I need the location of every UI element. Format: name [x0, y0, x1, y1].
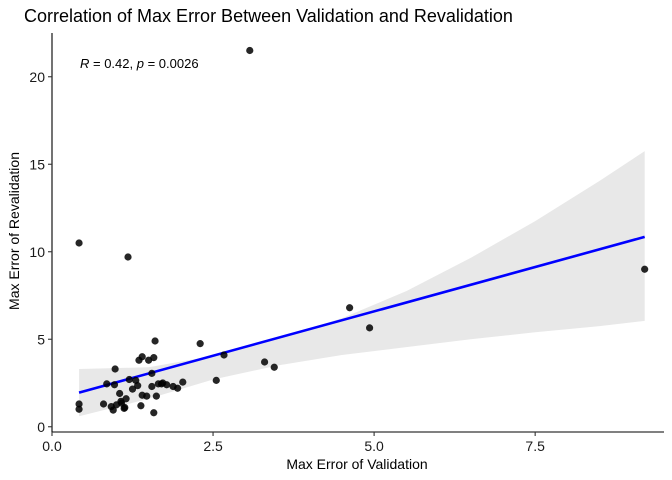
- axes-layer: 0.0 2.5 5.0 7.5 0 5 10 15 20: [29, 33, 664, 454]
- data-point: [110, 381, 119, 389]
- data-point: [212, 376, 220, 384]
- chart-title: Correlation of Max Error Between Validat…: [24, 6, 513, 26]
- data-point: [75, 400, 83, 408]
- data-point: [137, 402, 145, 410]
- data-point: [179, 378, 187, 386]
- data-point: [260, 358, 269, 366]
- data-point: [75, 405, 83, 413]
- data-point: [148, 382, 156, 391]
- data-point: [124, 253, 132, 261]
- x-tick-label: 0.0: [42, 438, 62, 454]
- data-point: [157, 380, 166, 388]
- y-tick-label: 10: [29, 244, 45, 260]
- y-axis-label: Max Error of Revalidation: [6, 152, 22, 310]
- data-point: [246, 46, 254, 55]
- data-point: [99, 400, 108, 408]
- data-point: [134, 382, 142, 390]
- data-point: [174, 384, 182, 392]
- regression-line: [78, 235, 646, 394]
- data-point: [365, 324, 374, 332]
- confidence-band-layer: [79, 151, 645, 417]
- data-point: [120, 404, 128, 412]
- annotation-p-text: = 0.0026: [144, 56, 199, 71]
- x-tick-label: 7.5: [525, 438, 545, 454]
- data-point: [111, 365, 119, 373]
- data-point: [151, 337, 159, 345]
- data-point: [150, 354, 158, 362]
- data-point: [220, 351, 228, 359]
- data-point: [346, 304, 354, 312]
- data-point: [122, 395, 130, 403]
- data-point: [148, 369, 156, 377]
- data-point: [116, 389, 124, 398]
- y-tick-label: 5: [37, 331, 45, 347]
- annotation-r-text: = 0.42,: [89, 56, 136, 71]
- data-points-layer: [75, 46, 649, 417]
- data-point: [109, 406, 117, 414]
- x-tick-label: 5.0: [364, 438, 384, 454]
- data-point: [270, 363, 278, 371]
- annotation-p-symbol: p: [136, 56, 144, 71]
- y-tick-label: 15: [29, 156, 45, 172]
- correlation-annotation: R = 0.42, p = 0.0026: [80, 56, 199, 71]
- x-axis-label: Max Error of Validation: [286, 456, 427, 472]
- confidence-band: [79, 151, 645, 417]
- data-point: [143, 392, 151, 400]
- data-point: [152, 392, 160, 400]
- data-point: [196, 340, 204, 348]
- data-point: [125, 375, 133, 384]
- regression-line-layer: [78, 235, 646, 394]
- y-tick-label: 20: [29, 69, 45, 85]
- data-point: [641, 265, 649, 273]
- data-point: [128, 385, 137, 393]
- annotation-r-symbol: R: [80, 56, 89, 71]
- data-point: [135, 356, 143, 364]
- data-point: [75, 239, 83, 247]
- y-tick-label: 0: [37, 419, 45, 435]
- data-point: [150, 409, 158, 417]
- x-tick-label: 2.5: [203, 438, 223, 454]
- data-point: [103, 380, 111, 388]
